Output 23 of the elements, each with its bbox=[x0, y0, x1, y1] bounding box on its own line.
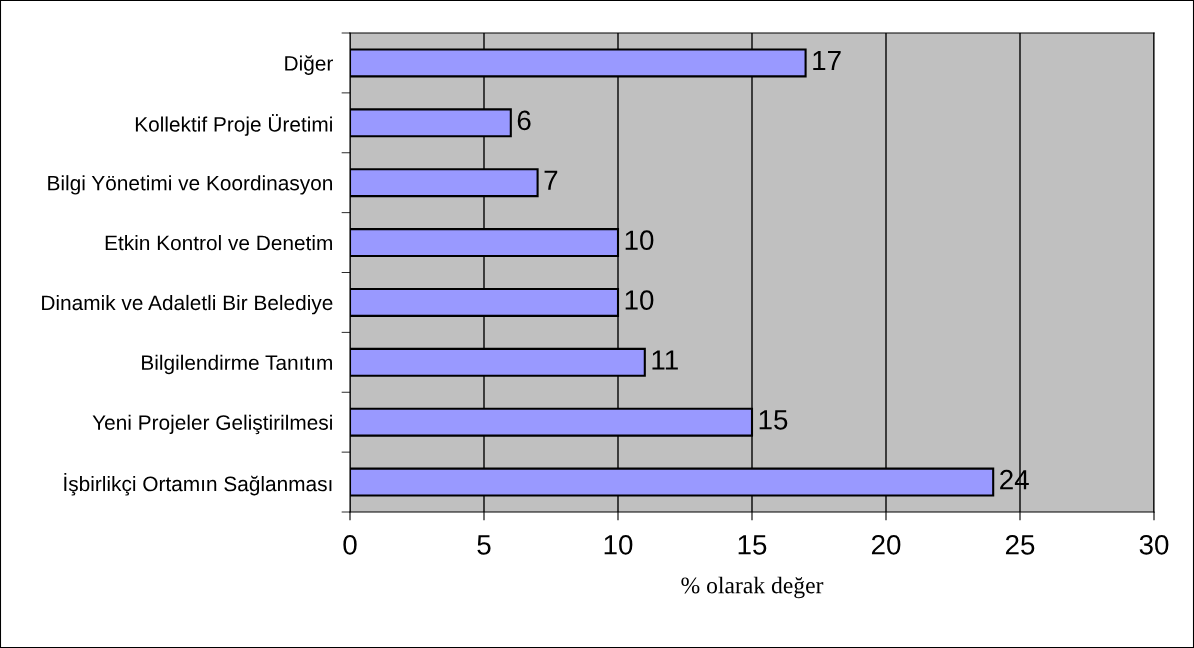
data-label: 10 bbox=[625, 230, 654, 251]
y-tick-label: Etkin Kontrol ve Denetim bbox=[105, 235, 332, 251]
data-label: 15 bbox=[759, 410, 788, 430]
x-axis-title: % olarak değer bbox=[681, 576, 824, 599]
x-tick-label: 25 bbox=[1005, 534, 1035, 555]
x-tick-label: 15 bbox=[738, 535, 767, 555]
x-tick-label: 30 bbox=[1139, 534, 1169, 555]
data-label: 6 bbox=[517, 110, 531, 131]
y-tick-label: Dinamik ve Adaletli Bir Belediye bbox=[42, 294, 333, 315]
y-tick-label: Bilgi Yönetimi ve Koordinasyon bbox=[48, 175, 332, 195]
data-label: 17 bbox=[813, 51, 841, 71]
y-tick-label: Yeni Projeler Geliştirilmesi bbox=[92, 414, 332, 435]
x-tick-label: 0 bbox=[343, 534, 357, 555]
y-tick-label: İşbirlikçi Ortamın Sağlanması bbox=[64, 473, 332, 496]
y-tick-label: Bilgilendirme Tanıtım bbox=[142, 354, 332, 375]
data-label: 11 bbox=[652, 350, 678, 370]
x-tick-label: 10 bbox=[604, 534, 633, 555]
y-tick-label: Kollektif Proje Üretimi bbox=[135, 114, 332, 136]
data-label: 7 bbox=[544, 170, 558, 190]
data-label: 10 bbox=[625, 290, 654, 310]
y-tick-label: Diğer bbox=[285, 55, 333, 75]
x-tick-label: 5 bbox=[477, 535, 491, 555]
x-tick-label: 20 bbox=[871, 534, 901, 555]
